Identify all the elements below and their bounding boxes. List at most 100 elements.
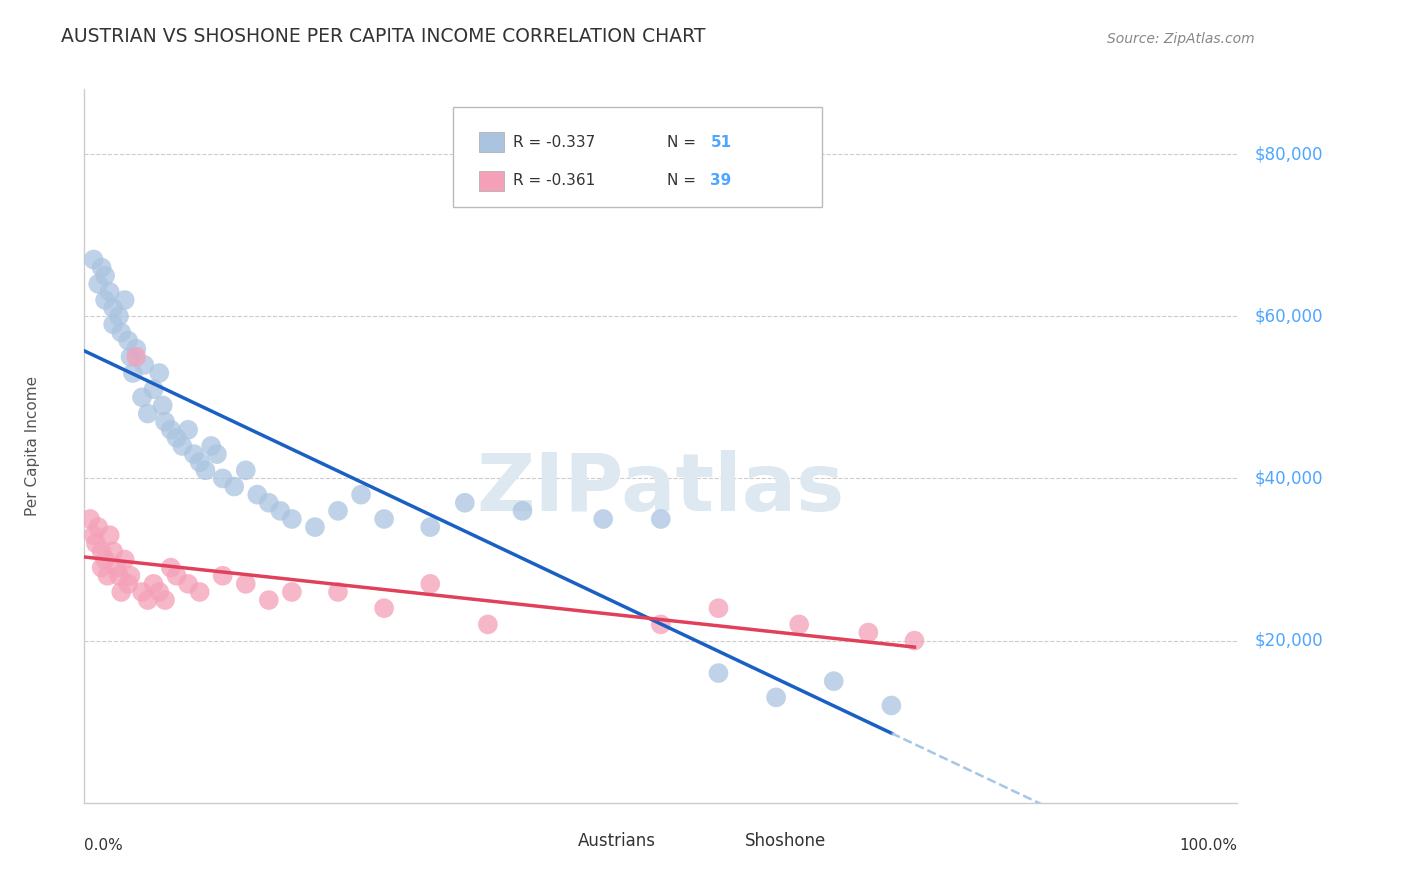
- Text: Source: ZipAtlas.com: Source: ZipAtlas.com: [1107, 32, 1254, 46]
- Point: [257, 496, 280, 510]
- Point: [177, 577, 200, 591]
- Bar: [478, 171, 503, 191]
- Point: [707, 666, 730, 681]
- Point: [94, 552, 117, 566]
- Point: [136, 593, 159, 607]
- Point: [188, 585, 211, 599]
- Text: R = -0.361: R = -0.361: [513, 173, 596, 188]
- Text: 39: 39: [710, 173, 731, 188]
- Point: [200, 439, 222, 453]
- Point: [103, 544, 124, 558]
- Point: [787, 617, 810, 632]
- Point: [172, 439, 194, 453]
- Text: $60,000: $60,000: [1254, 307, 1323, 326]
- Point: [419, 577, 441, 591]
- Text: ZIPatlas: ZIPatlas: [477, 450, 845, 528]
- Point: [188, 455, 211, 469]
- Point: [281, 585, 304, 599]
- Point: [880, 698, 903, 713]
- Text: AUSTRIAN VS SHOSHONE PER CAPITA INCOME CORRELATION CHART: AUSTRIAN VS SHOSHONE PER CAPITA INCOME C…: [62, 28, 706, 46]
- Point: [326, 585, 349, 599]
- Point: [419, 520, 441, 534]
- Text: 0.0%: 0.0%: [84, 838, 124, 854]
- Point: [125, 342, 148, 356]
- Point: [177, 423, 200, 437]
- Point: [110, 326, 132, 340]
- Point: [83, 528, 105, 542]
- Point: [108, 568, 131, 582]
- Point: [823, 674, 845, 689]
- Point: [153, 593, 176, 607]
- Point: [117, 334, 139, 348]
- Point: [373, 512, 395, 526]
- Point: [246, 488, 269, 502]
- Point: [121, 366, 143, 380]
- Point: [152, 399, 174, 413]
- Point: [183, 447, 205, 461]
- Bar: [713, 831, 738, 849]
- Point: [650, 512, 672, 526]
- Point: [79, 512, 101, 526]
- Text: $80,000: $80,000: [1254, 145, 1323, 163]
- Point: [96, 568, 118, 582]
- Point: [134, 358, 156, 372]
- Bar: [478, 132, 503, 153]
- Point: [707, 601, 730, 615]
- Point: [108, 310, 131, 324]
- Point: [87, 277, 110, 291]
- Point: [373, 601, 395, 615]
- Point: [224, 479, 246, 493]
- Point: [281, 512, 304, 526]
- Point: [94, 293, 117, 307]
- Point: [90, 260, 112, 275]
- Point: [166, 568, 188, 582]
- Point: [194, 463, 217, 477]
- Point: [125, 350, 148, 364]
- Bar: [546, 831, 571, 849]
- Text: N =: N =: [666, 135, 700, 150]
- Point: [103, 318, 124, 332]
- Point: [166, 431, 188, 445]
- Point: [148, 585, 170, 599]
- Point: [117, 577, 139, 591]
- Point: [304, 520, 326, 534]
- Point: [235, 577, 257, 591]
- Text: N =: N =: [666, 173, 700, 188]
- Point: [211, 568, 233, 582]
- Text: $40,000: $40,000: [1254, 469, 1323, 487]
- Point: [120, 350, 142, 364]
- Text: Per Capita Income: Per Capita Income: [25, 376, 39, 516]
- Point: [153, 415, 176, 429]
- Text: 51: 51: [710, 135, 731, 150]
- Point: [477, 617, 499, 632]
- Text: R = -0.337: R = -0.337: [513, 135, 596, 150]
- Point: [235, 463, 257, 477]
- Point: [136, 407, 159, 421]
- Point: [326, 504, 349, 518]
- Point: [90, 544, 112, 558]
- Point: [454, 496, 477, 510]
- Point: [105, 560, 128, 574]
- Point: [205, 447, 228, 461]
- Point: [142, 577, 165, 591]
- Point: [84, 536, 107, 550]
- Point: [98, 528, 121, 542]
- Point: [148, 366, 170, 380]
- Point: [350, 488, 373, 502]
- Text: Shoshone: Shoshone: [745, 831, 827, 849]
- Point: [650, 617, 672, 632]
- Point: [903, 633, 925, 648]
- Text: $20,000: $20,000: [1254, 632, 1323, 649]
- Point: [83, 252, 105, 267]
- FancyBboxPatch shape: [453, 107, 823, 207]
- Point: [211, 471, 233, 485]
- Point: [512, 504, 534, 518]
- Point: [120, 568, 142, 582]
- Point: [114, 293, 136, 307]
- Point: [858, 625, 880, 640]
- Point: [765, 690, 787, 705]
- Point: [160, 423, 183, 437]
- Point: [114, 552, 136, 566]
- Text: 100.0%: 100.0%: [1180, 838, 1237, 854]
- Point: [94, 268, 117, 283]
